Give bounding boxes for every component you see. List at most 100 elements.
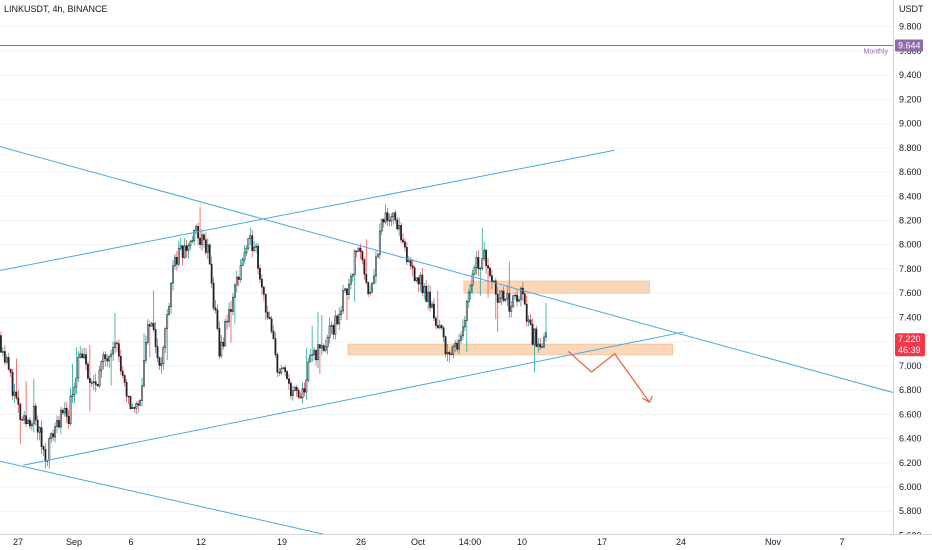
candle-body: [264, 294, 267, 313]
candle-body: [338, 314, 341, 325]
candle-body: [185, 245, 188, 251]
candle-body: [317, 344, 319, 361]
bar-countdown-label: 46:39: [898, 345, 921, 355]
resistance-zone[interactable]: [463, 280, 650, 294]
candle-body: [65, 407, 68, 417]
candle-body: [417, 277, 420, 285]
price-tick-label: 6.800: [899, 385, 922, 395]
ascending-channel-bottom[interactable]: [23, 331, 685, 466]
candle-body: [512, 295, 515, 307]
currency-label: USDT: [899, 4, 924, 14]
candle-body: [328, 325, 331, 338]
candle-body: [98, 369, 101, 387]
price-tick-label: 8.200: [899, 215, 922, 225]
candle-body: [90, 382, 93, 384]
candle-body: [247, 238, 250, 249]
candle-body: [543, 336, 546, 348]
candle-body: [516, 294, 518, 302]
time-tick-label: 10: [517, 537, 527, 547]
price-tick-label: 8.800: [899, 143, 922, 153]
drawings-zones[interactable]: [347, 280, 673, 356]
symbol-title[interactable]: LINKUSDT, 4h, BINANCE: [4, 4, 108, 14]
candle-body: [52, 433, 55, 438]
candle-body: [224, 320, 227, 347]
price-axis[interactable]: USDT9.8009.6009.4009.2009.0008.8008.6008…: [893, 0, 932, 540]
candle-body: [201, 234, 203, 245]
time-tick-label: 6: [128, 537, 133, 547]
candle-body: [299, 396, 302, 399]
time-tick-label: 24: [676, 537, 686, 547]
candle-body: [491, 275, 493, 282]
candle-body: [411, 265, 414, 269]
candle-body: [431, 303, 433, 308]
candle-body: [351, 274, 354, 277]
candle-body: [262, 286, 265, 295]
price-tick-label: 8.400: [899, 191, 922, 201]
candle-body: [485, 249, 488, 266]
lower-descending-channel-line[interactable]: [0, 432, 383, 549]
candle-body: [106, 358, 109, 362]
candle-body: [218, 328, 221, 357]
candle-body: [355, 250, 358, 253]
candle-body: [523, 293, 526, 305]
price-tick-label: 8.600: [899, 167, 922, 177]
candle-body: [29, 419, 31, 427]
candle-body: [255, 245, 258, 248]
arrow-head-icon: [642, 395, 653, 404]
candle-body: [44, 449, 47, 462]
candle-body: [386, 212, 389, 221]
candle-body: [125, 382, 128, 397]
candle-body: [3, 351, 6, 363]
candle-body: [146, 324, 149, 343]
candle-body: [494, 280, 497, 295]
candle-body: [222, 341, 225, 347]
candle-body: [158, 357, 161, 366]
candle-body: [50, 433, 53, 439]
candle-body: [189, 241, 192, 246]
candle-body: [320, 345, 323, 349]
candle-body: [183, 245, 186, 258]
candle-body: [392, 212, 395, 218]
time-axis[interactable]: 27 Sep 6 12 19 26 Oct 14:00 10 17 24 Nov 7: [0, 534, 932, 550]
upper-descending-channel-line[interactable]: [0, 111, 894, 393]
candle-body: [342, 290, 344, 312]
price-tick-label: 6.400: [899, 434, 922, 444]
candle-body: [117, 343, 120, 357]
candle-body: [305, 379, 308, 393]
candle-body: [462, 326, 464, 337]
candle-body: [282, 367, 285, 369]
candle-body: [131, 407, 134, 410]
candle-body: [243, 252, 246, 261]
candle-body: [59, 409, 62, 428]
candle-body: [301, 388, 304, 399]
candle-body: [313, 350, 315, 355]
candle-body: [436, 325, 439, 328]
candle-body: [427, 291, 430, 302]
candle-body: [498, 297, 501, 303]
drawings-lines[interactable]: Monthly: [0, 45, 894, 549]
candle-body: [340, 310, 343, 315]
candle-body: [539, 343, 542, 348]
candle-body: [77, 356, 80, 379]
candle-body: [469, 285, 472, 293]
candle-body: [297, 390, 300, 398]
candle-body: [232, 296, 234, 312]
candle-body: [195, 225, 198, 231]
price-tick-label: 9.800: [899, 22, 922, 32]
candle-body: [324, 346, 327, 351]
ascending-channel-top[interactable]: [0, 149, 615, 275]
candle-body: [110, 353, 113, 357]
candle-body: [56, 420, 58, 427]
candle-body: [402, 239, 404, 243]
candle-body: [450, 353, 453, 356]
candle-body: [359, 247, 362, 252]
candle-body: [330, 325, 333, 327]
candle-body: [378, 230, 381, 255]
candles: [0, 204, 547, 469]
projection-path[interactable]: [567, 350, 650, 403]
support-zone[interactable]: [347, 343, 673, 356]
candle-body: [143, 359, 145, 387]
candle-body: [376, 254, 379, 258]
candle-body: [154, 329, 157, 347]
